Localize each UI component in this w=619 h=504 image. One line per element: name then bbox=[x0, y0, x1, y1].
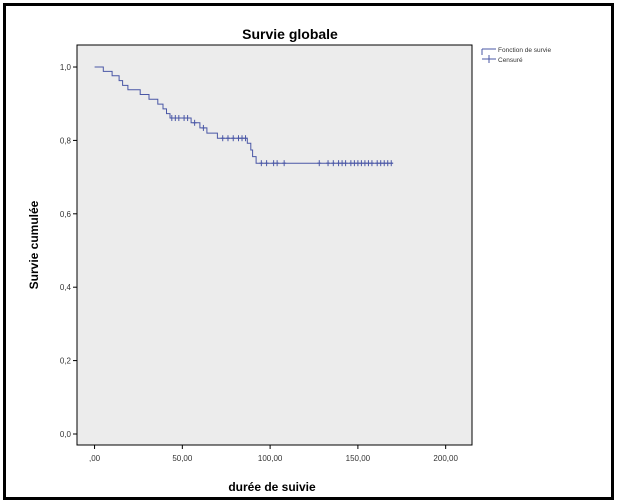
y-tick-label: 0,2 bbox=[60, 357, 72, 366]
x-tick-label: ,00 bbox=[89, 454, 101, 463]
legend-label-censored: Censuré bbox=[498, 57, 523, 64]
x-tick-label: 150,00 bbox=[346, 454, 371, 463]
y-tick-label: 0,0 bbox=[60, 430, 72, 439]
y-tick-label: 1,0 bbox=[60, 63, 72, 72]
legend-label-survival: Fonction de survie bbox=[498, 47, 551, 54]
chart-title: Survie globale bbox=[242, 26, 338, 42]
x-axis: ,00 50,00 100,00 150,00 200,00 bbox=[89, 445, 458, 463]
y-axis: 0,0 0,2 0,4 0,6 0,8 1,0 bbox=[60, 63, 77, 439]
y-tick-label: 0,8 bbox=[60, 136, 72, 145]
x-tick-label: 200,00 bbox=[433, 454, 458, 463]
x-axis-label: durée de suivie bbox=[228, 480, 316, 494]
survival-curve bbox=[94, 66, 393, 164]
y-axis-label: Survie cumulée bbox=[27, 200, 41, 289]
x-tick-label: 50,00 bbox=[172, 454, 193, 463]
y-tick-label: 0,4 bbox=[60, 283, 72, 292]
y-tick-label: 0,6 bbox=[60, 210, 72, 219]
legend: Fonction de survie Censuré bbox=[481, 47, 551, 64]
series-layer bbox=[94, 66, 394, 167]
x-tick-label: 100,00 bbox=[258, 454, 283, 463]
plot-area bbox=[76, 44, 473, 446]
